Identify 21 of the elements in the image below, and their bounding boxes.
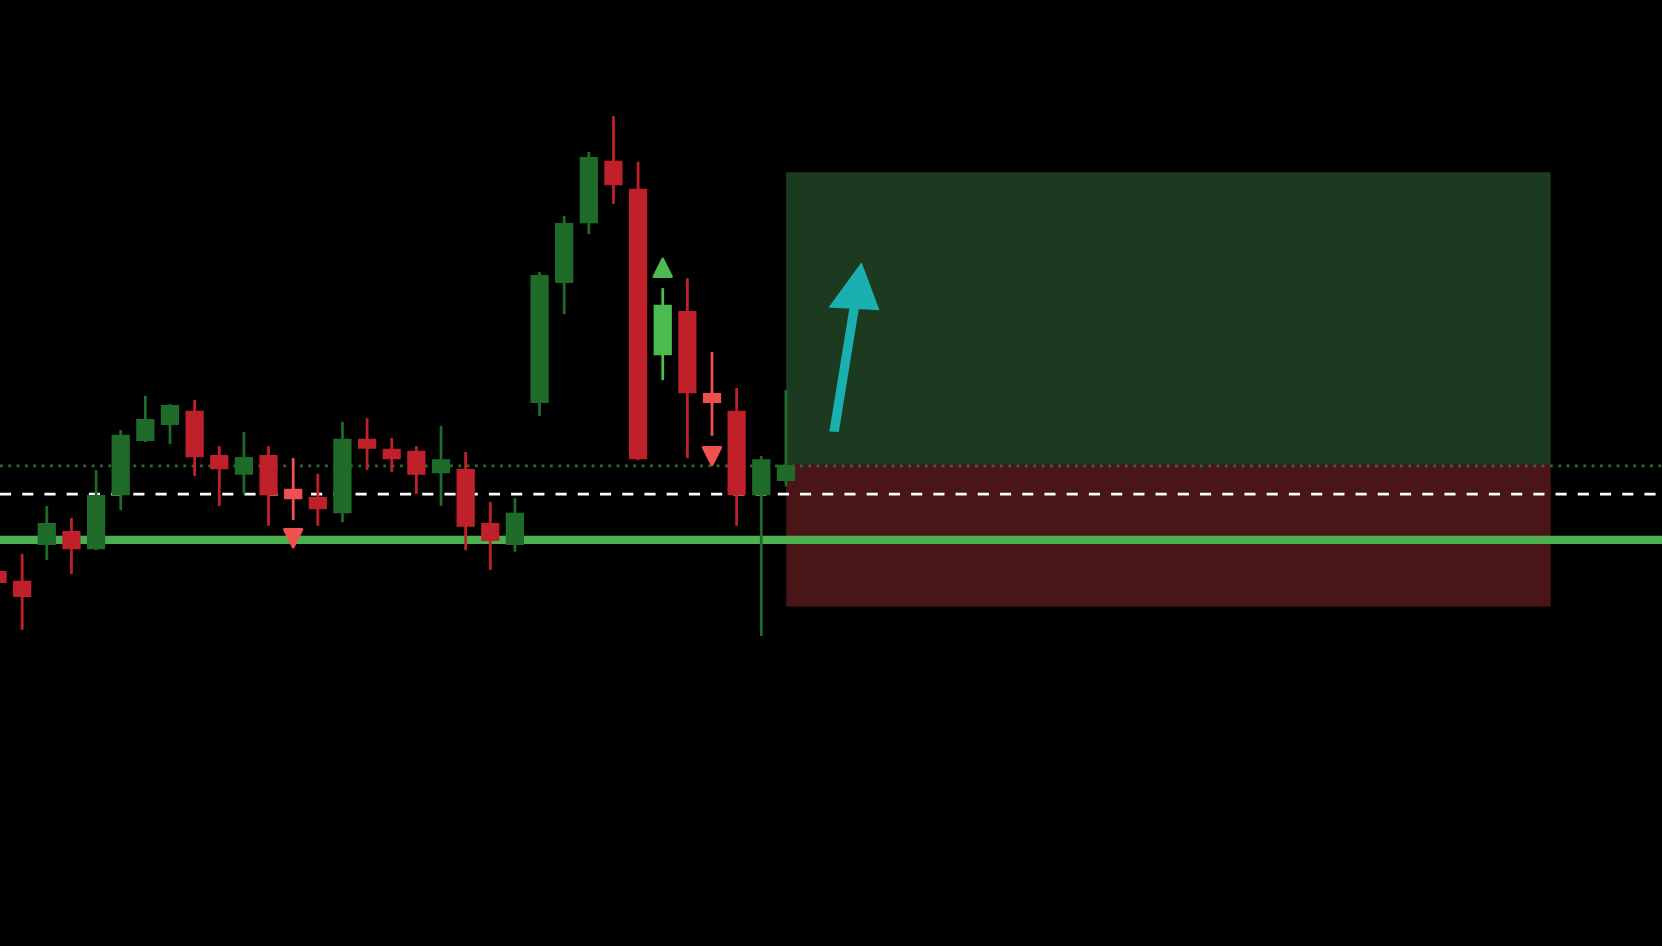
candlestick	[776, 388, 796, 488]
candlestick	[505, 496, 525, 554]
candlestick	[259, 444, 278, 528]
candlestick	[62, 516, 81, 576]
candlestick	[13, 552, 32, 632]
candlestick	[136, 394, 155, 444]
candlestick	[702, 350, 722, 438]
candlestick	[308, 472, 327, 528]
candlestick	[210, 444, 229, 508]
candlestick	[604, 114, 623, 206]
candlestick	[185, 398, 204, 478]
candlestick	[37, 504, 56, 562]
candlestick	[481, 500, 500, 572]
candlestick	[431, 424, 451, 508]
candlestick	[407, 444, 426, 496]
candlestick	[752, 454, 771, 638]
candlestick	[357, 416, 377, 472]
candlestick	[382, 436, 401, 474]
candlestick	[160, 402, 180, 446]
candlestick	[284, 456, 303, 522]
candlestick	[234, 430, 254, 496]
